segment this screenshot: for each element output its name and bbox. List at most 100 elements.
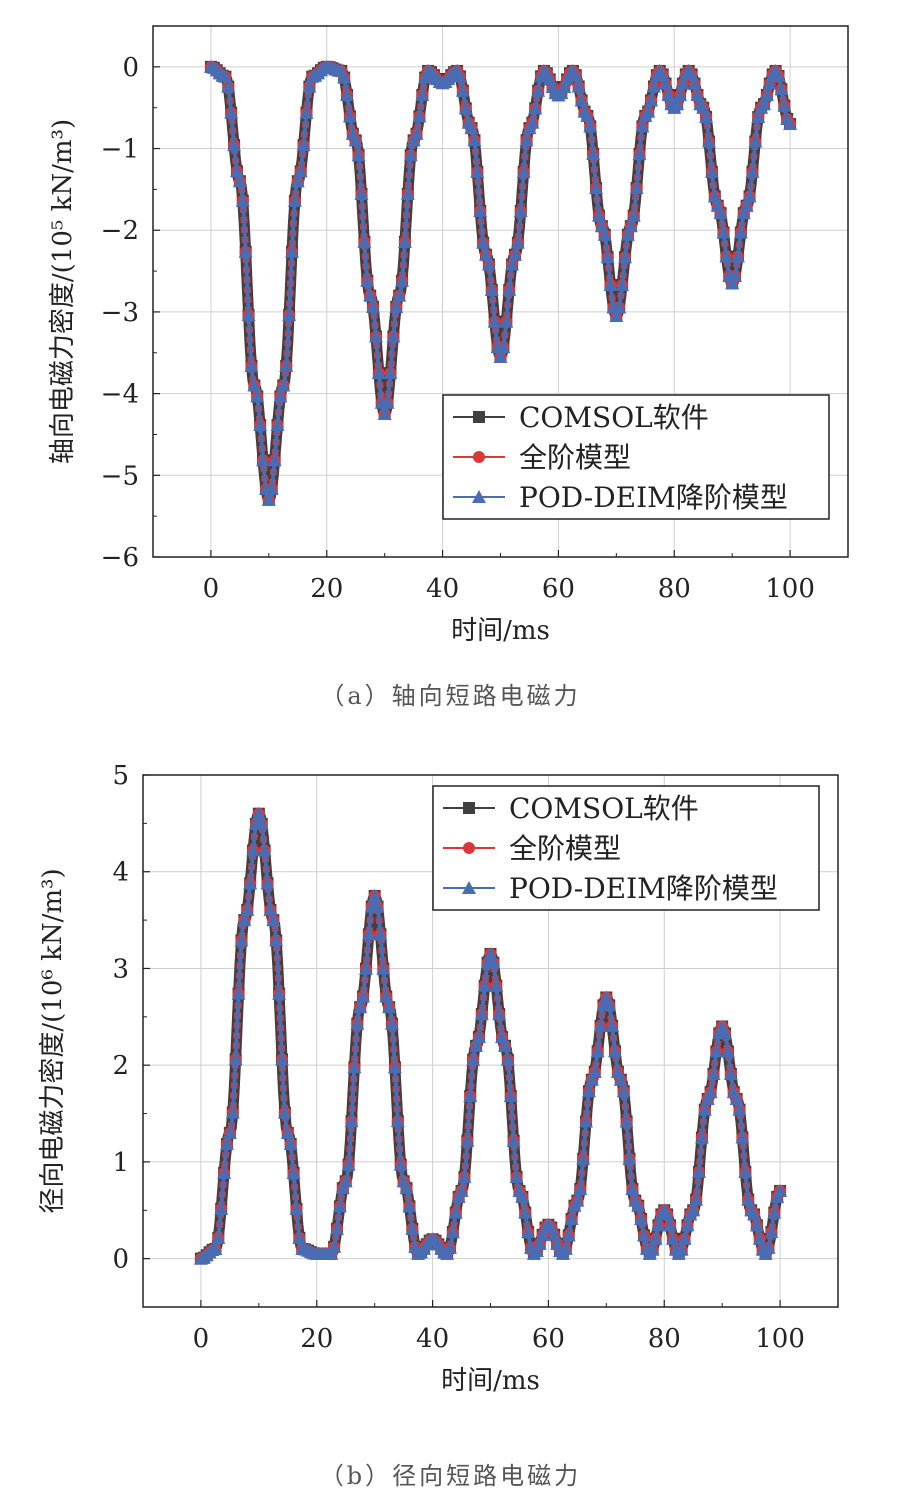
data-point	[499, 314, 514, 328]
caption-b: （b）径向短路电磁力	[319, 1462, 582, 1490]
data-point	[568, 68, 583, 82]
data-point	[738, 1164, 753, 1178]
data-point	[493, 349, 508, 363]
data-point	[280, 1125, 295, 1139]
data-point	[229, 164, 244, 178]
data-point	[344, 1114, 359, 1128]
data-point	[272, 986, 287, 1000]
data-point	[591, 208, 606, 222]
data-point	[593, 1018, 608, 1032]
data-point	[287, 193, 302, 207]
x-tick-label: 40	[416, 1324, 449, 1354]
plot-area	[203, 59, 798, 506]
data-point	[651, 1218, 666, 1232]
data-point	[723, 1066, 738, 1080]
data-point	[376, 961, 391, 975]
data-point	[402, 1199, 417, 1213]
x-tick-label: 0	[203, 574, 220, 604]
data-point	[502, 283, 517, 297]
data-point	[581, 1084, 596, 1098]
x-axis-label: 时间/ms	[441, 1366, 540, 1396]
data-point	[645, 1242, 660, 1256]
data-point	[217, 1165, 232, 1179]
y-axis-label: 径向电磁力密度/(10⁶ kN/m³)	[38, 868, 68, 1213]
data-point	[658, 76, 673, 90]
legend-label: COMSOL软件	[509, 792, 699, 825]
data-point	[706, 1066, 721, 1080]
data-point	[253, 417, 268, 431]
data-point	[739, 198, 754, 212]
data-point	[689, 1192, 704, 1206]
data-point	[277, 1105, 292, 1119]
data-point	[673, 87, 688, 101]
data-point	[405, 1221, 420, 1235]
data-point	[733, 225, 748, 239]
legend-box	[442, 394, 830, 520]
data-point	[260, 876, 275, 890]
data-point	[261, 492, 276, 506]
data-point	[335, 1181, 350, 1195]
data-point	[458, 101, 473, 115]
data-point	[266, 913, 281, 927]
data-point	[510, 235, 525, 249]
data-point	[609, 309, 624, 323]
data-point	[224, 105, 239, 119]
data-point	[270, 417, 285, 431]
data-point	[597, 227, 612, 241]
y-tick-label: 2	[112, 1051, 129, 1081]
data-point	[283, 1136, 298, 1150]
y-tick-label: 0	[112, 1245, 129, 1275]
data-point	[774, 82, 789, 96]
data-point	[759, 87, 774, 101]
data-point	[219, 1136, 234, 1150]
x-tick-label: 40	[426, 574, 459, 604]
data-point	[573, 1182, 588, 1196]
data-point	[571, 79, 586, 93]
data-point	[783, 117, 798, 131]
data-point	[273, 389, 288, 403]
data-point	[636, 1228, 651, 1242]
data-point	[442, 1240, 457, 1254]
data-point	[655, 67, 670, 81]
data-point	[709, 1044, 724, 1058]
data-point	[227, 138, 242, 152]
data-point	[741, 1192, 756, 1206]
data-point	[716, 225, 731, 239]
data-point	[574, 93, 589, 107]
data-point	[397, 234, 412, 248]
legend-marker	[473, 451, 485, 463]
data-point	[503, 1088, 518, 1102]
legend-label: 全阶模型	[519, 441, 631, 474]
data-point	[302, 79, 317, 93]
data-point	[590, 1044, 605, 1058]
data-point	[762, 76, 777, 90]
data-point	[360, 273, 375, 287]
x-tick-label: 100	[765, 574, 815, 604]
data-point	[752, 1231, 767, 1245]
data-point	[361, 927, 376, 941]
data-point	[238, 244, 253, 258]
data-point	[564, 1211, 579, 1225]
data-point	[469, 1038, 484, 1052]
y-tick-label: 0	[122, 53, 139, 83]
data-point	[720, 1044, 735, 1058]
data-point	[748, 134, 763, 148]
data-point	[531, 83, 546, 97]
data-point	[587, 1064, 602, 1078]
data-point	[285, 244, 299, 258]
data-point	[250, 389, 265, 403]
data-point	[670, 97, 685, 111]
data-point	[489, 978, 504, 992]
data-point	[529, 1244, 544, 1258]
data-point	[290, 174, 305, 188]
plot-area	[193, 806, 788, 1265]
data-point	[605, 1018, 620, 1032]
data-point	[532, 1236, 547, 1250]
data-point	[580, 108, 595, 122]
data-point	[641, 104, 656, 118]
data-point	[486, 955, 501, 969]
data-point	[718, 1026, 733, 1040]
data-point	[684, 67, 699, 81]
